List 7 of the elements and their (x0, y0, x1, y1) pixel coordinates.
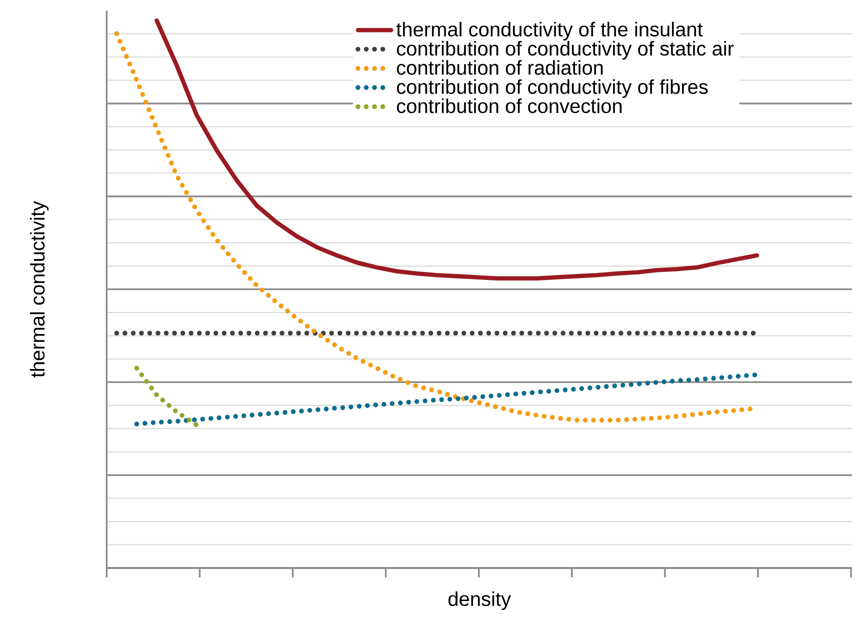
legend-label: contribution of radiation (396, 60, 603, 75)
legend-label: contribution of conductivity of fibres (396, 79, 708, 98)
x-axis-title: density (448, 591, 511, 610)
legend-label: thermal conductivity of the insulant (396, 22, 703, 40)
legend-label: contribution of conductivity of static air (396, 40, 734, 60)
y-axis-title: thermal conductivity (30, 200, 49, 378)
legend-label: contribution of convection (396, 98, 622, 113)
